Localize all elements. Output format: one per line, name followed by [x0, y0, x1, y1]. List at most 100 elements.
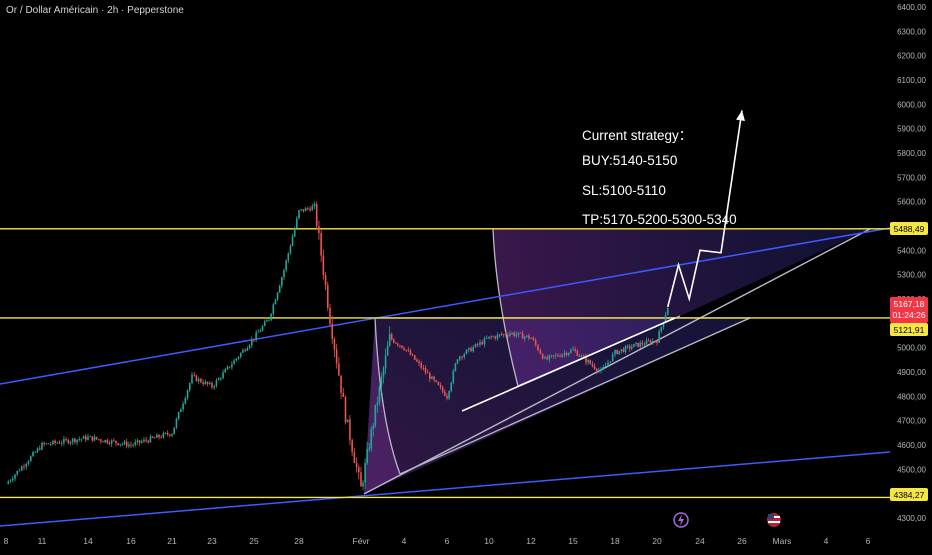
- symbol-title[interactable]: Or / Dollar Américain · 2h · Pepperstone: [6, 5, 184, 16]
- candle-body: [360, 472, 362, 487]
- candle-body: [582, 355, 585, 357]
- candle: [9, 478, 12, 484]
- candle-body: [287, 253, 290, 261]
- candle: [429, 371, 431, 383]
- candle: [191, 371, 193, 385]
- candle-body: [268, 319, 270, 321]
- candle-body: [390, 334, 393, 340]
- candle-body: [220, 378, 222, 380]
- candle-body: [637, 342, 639, 347]
- candle: [47, 443, 50, 445]
- candle-body: [82, 436, 85, 439]
- candle: [128, 441, 130, 449]
- candle-body: [128, 444, 130, 447]
- candle: [285, 259, 287, 273]
- candle: [403, 346, 405, 351]
- candle: [476, 342, 479, 348]
- candle: [576, 349, 579, 357]
- candle: [224, 367, 227, 373]
- candle: [413, 354, 416, 361]
- candle-body: [217, 378, 220, 381]
- candle-body: [645, 340, 648, 345]
- candle: [89, 435, 91, 438]
- candle-body: [164, 432, 167, 434]
- candle-body: [177, 411, 180, 420]
- candle: [424, 365, 427, 375]
- candle: [494, 335, 497, 341]
- projection-arrowhead: [736, 110, 745, 121]
- candle: [372, 422, 375, 437]
- candle: [622, 347, 625, 353]
- candle-body: [237, 356, 240, 359]
- price-tick-label: 5300,00: [897, 271, 926, 280]
- candle: [11, 476, 14, 483]
- candle-body: [302, 209, 305, 212]
- candle: [80, 438, 83, 442]
- candle-body: [261, 326, 264, 331]
- candle: [366, 441, 368, 465]
- lightning-event-icon[interactable]: [673, 512, 689, 528]
- candle-body: [272, 304, 275, 314]
- candle: [242, 348, 244, 354]
- candle: [490, 335, 492, 340]
- us-flag-event-icon[interactable]: [767, 513, 781, 527]
- candle-body: [519, 332, 522, 334]
- candle: [45, 442, 48, 445]
- candle-body: [456, 359, 459, 364]
- candle-body: [380, 376, 383, 387]
- candle-body: [598, 370, 600, 372]
- candle: [420, 360, 422, 370]
- candle: [505, 331, 507, 337]
- price-tick-label: 4300,00: [897, 514, 926, 523]
- candle: [304, 207, 307, 212]
- candle-body: [171, 434, 173, 436]
- candle-body: [206, 381, 209, 384]
- candle: [202, 379, 204, 387]
- candle-body: [351, 440, 353, 453]
- candle-body: [507, 335, 509, 336]
- candle-body: [490, 336, 492, 338]
- price-tick-label: 4900,00: [897, 368, 926, 377]
- candle: [458, 355, 461, 362]
- candle: [318, 220, 320, 241]
- candle: [136, 438, 139, 445]
- candle: [362, 479, 364, 491]
- candle-body: [224, 369, 227, 373]
- candle-body: [281, 277, 283, 286]
- candle: [313, 201, 316, 210]
- candle-body: [559, 356, 561, 357]
- candle-body: [242, 349, 244, 353]
- candle: [570, 348, 572, 354]
- candle-body: [283, 269, 285, 278]
- candle: [437, 381, 440, 386]
- candle-body: [36, 448, 39, 452]
- candle-body: [405, 349, 407, 351]
- candle-body: [618, 350, 620, 355]
- candle-body: [513, 332, 515, 336]
- candle-body: [474, 343, 477, 348]
- candle-body: [25, 464, 28, 467]
- time-tick-label: 16: [126, 536, 136, 546]
- candle-body: [565, 352, 568, 355]
- candle: [100, 438, 102, 444]
- candle: [565, 351, 568, 357]
- level-badge-5121: 5121,91: [890, 323, 928, 336]
- candle: [541, 353, 544, 360]
- candle-body: [441, 387, 444, 392]
- candle-body: [401, 345, 403, 348]
- candle: [25, 462, 28, 470]
- candle-body: [52, 440, 54, 445]
- candle: [461, 355, 463, 361]
- candle-body: [355, 462, 358, 468]
- level-badge-5488: 5488,49: [890, 222, 928, 235]
- candle-body: [450, 382, 452, 392]
- candle-body: [153, 437, 156, 439]
- candle-body: [552, 355, 555, 357]
- candle: [237, 356, 240, 361]
- candle-body: [647, 340, 650, 342]
- time-axis[interactable]: 8 11 14 16 21 23 25 28 Févr 4 6 10 12 15 18 20 24 26 Mars 4…: [4, 536, 871, 546]
- candle-body: [188, 383, 191, 391]
- candle: [349, 414, 351, 446]
